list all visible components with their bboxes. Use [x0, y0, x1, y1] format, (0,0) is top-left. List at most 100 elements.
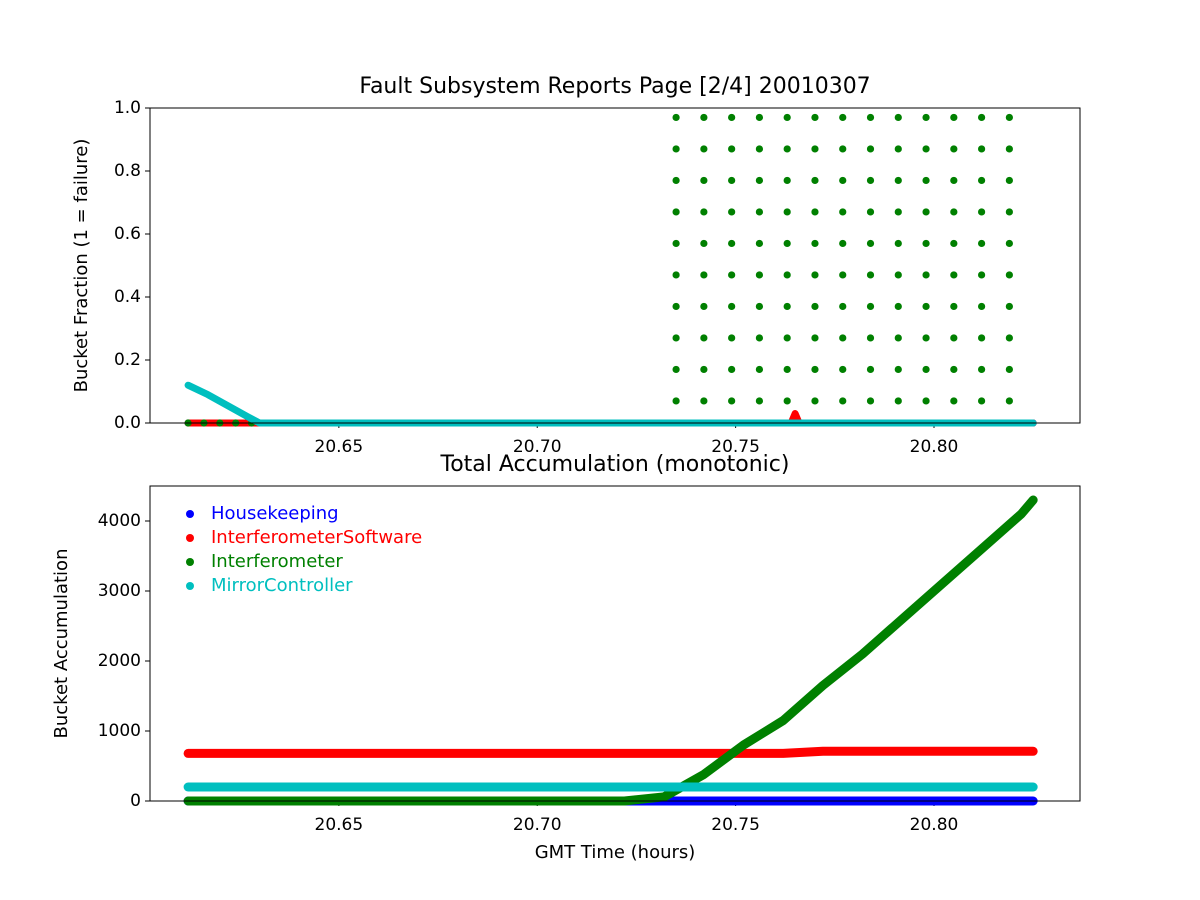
legend-marker [186, 558, 194, 566]
point [839, 271, 847, 279]
y-tick-label: 1.0 [114, 98, 141, 118]
point [783, 397, 791, 405]
point [922, 113, 930, 122]
x-tick-label: 20.65 [315, 815, 364, 835]
point [922, 365, 930, 374]
point [866, 365, 875, 374]
point [894, 365, 902, 374]
legend-label: Interferometer [211, 551, 343, 572]
y-tick-label: 0.6 [114, 224, 141, 244]
point [978, 176, 986, 185]
y-axis-label: Bucket Fraction (1 = failure) [71, 139, 92, 393]
point [755, 302, 764, 311]
point [755, 239, 764, 248]
point [811, 176, 819, 185]
point [950, 176, 958, 185]
point [700, 334, 708, 342]
point [922, 145, 930, 153]
y-tick-label: 0.0 [114, 413, 141, 433]
point [978, 365, 986, 374]
series-dots [184, 381, 1037, 427]
point [700, 176, 708, 185]
point [811, 208, 819, 216]
point [1005, 208, 1013, 216]
legend-marker [186, 510, 194, 518]
chart-title: Fault Subsystem Reports Page [2/4] 20010… [359, 74, 870, 99]
axes-frame [149, 107, 1081, 424]
point [839, 334, 847, 342]
point [783, 302, 791, 311]
point [866, 176, 875, 185]
point [672, 271, 680, 279]
point [978, 239, 986, 248]
point [866, 397, 875, 405]
point [811, 239, 819, 248]
legend-label: InterferometerSoftware [211, 527, 422, 548]
point [922, 302, 930, 311]
point [728, 113, 736, 122]
legend-marker [186, 534, 194, 542]
x-tick-label: 20.70 [513, 437, 562, 457]
point [700, 145, 708, 153]
point [672, 239, 680, 248]
point [978, 145, 986, 153]
y-tick-label: 0.4 [114, 287, 141, 307]
series-dots [183, 746, 1038, 758]
point [755, 397, 764, 405]
point [950, 113, 958, 122]
point [894, 176, 902, 185]
legend-label: Housekeeping [211, 503, 339, 524]
x-tick-label: 20.70 [513, 815, 562, 835]
point [811, 113, 819, 122]
point [866, 208, 875, 216]
point [672, 208, 680, 216]
point [783, 334, 791, 342]
point [894, 113, 902, 122]
point [811, 397, 819, 405]
x-tick-label: 20.80 [910, 815, 959, 835]
point [950, 271, 958, 279]
point [811, 334, 819, 342]
point [700, 271, 708, 279]
point [783, 113, 791, 122]
point [811, 271, 819, 279]
point [978, 271, 986, 279]
point [894, 397, 902, 405]
point [950, 397, 958, 405]
point [728, 239, 736, 248]
point [755, 145, 764, 153]
y-tick-label: 1000 [98, 721, 141, 741]
point [894, 239, 902, 248]
point [811, 302, 819, 311]
point [1005, 334, 1013, 342]
point [700, 208, 708, 216]
point [922, 334, 930, 342]
point [950, 365, 958, 374]
point [1005, 397, 1013, 405]
point [950, 239, 958, 248]
legend-label: MirrorController [211, 575, 353, 596]
x-tick-label: 20.75 [711, 815, 760, 835]
point [728, 176, 736, 185]
point [1005, 145, 1013, 153]
point [700, 397, 708, 405]
point [866, 113, 875, 122]
point [672, 397, 680, 405]
chart-title: Total Accumulation (monotonic) [440, 452, 790, 477]
point [950, 145, 958, 153]
point [755, 208, 764, 216]
point [700, 113, 708, 122]
point [728, 271, 736, 279]
point [978, 397, 986, 405]
point [728, 145, 736, 153]
point [700, 365, 708, 374]
point [839, 176, 847, 185]
y-tick-label: 2000 [98, 651, 141, 671]
point [1005, 302, 1013, 311]
point [755, 113, 764, 122]
y-tick-label: 0.8 [114, 161, 141, 181]
y-tick-label: 0.2 [114, 350, 141, 370]
point [922, 397, 930, 405]
point [728, 208, 736, 216]
y-tick-label: 4000 [98, 511, 141, 531]
